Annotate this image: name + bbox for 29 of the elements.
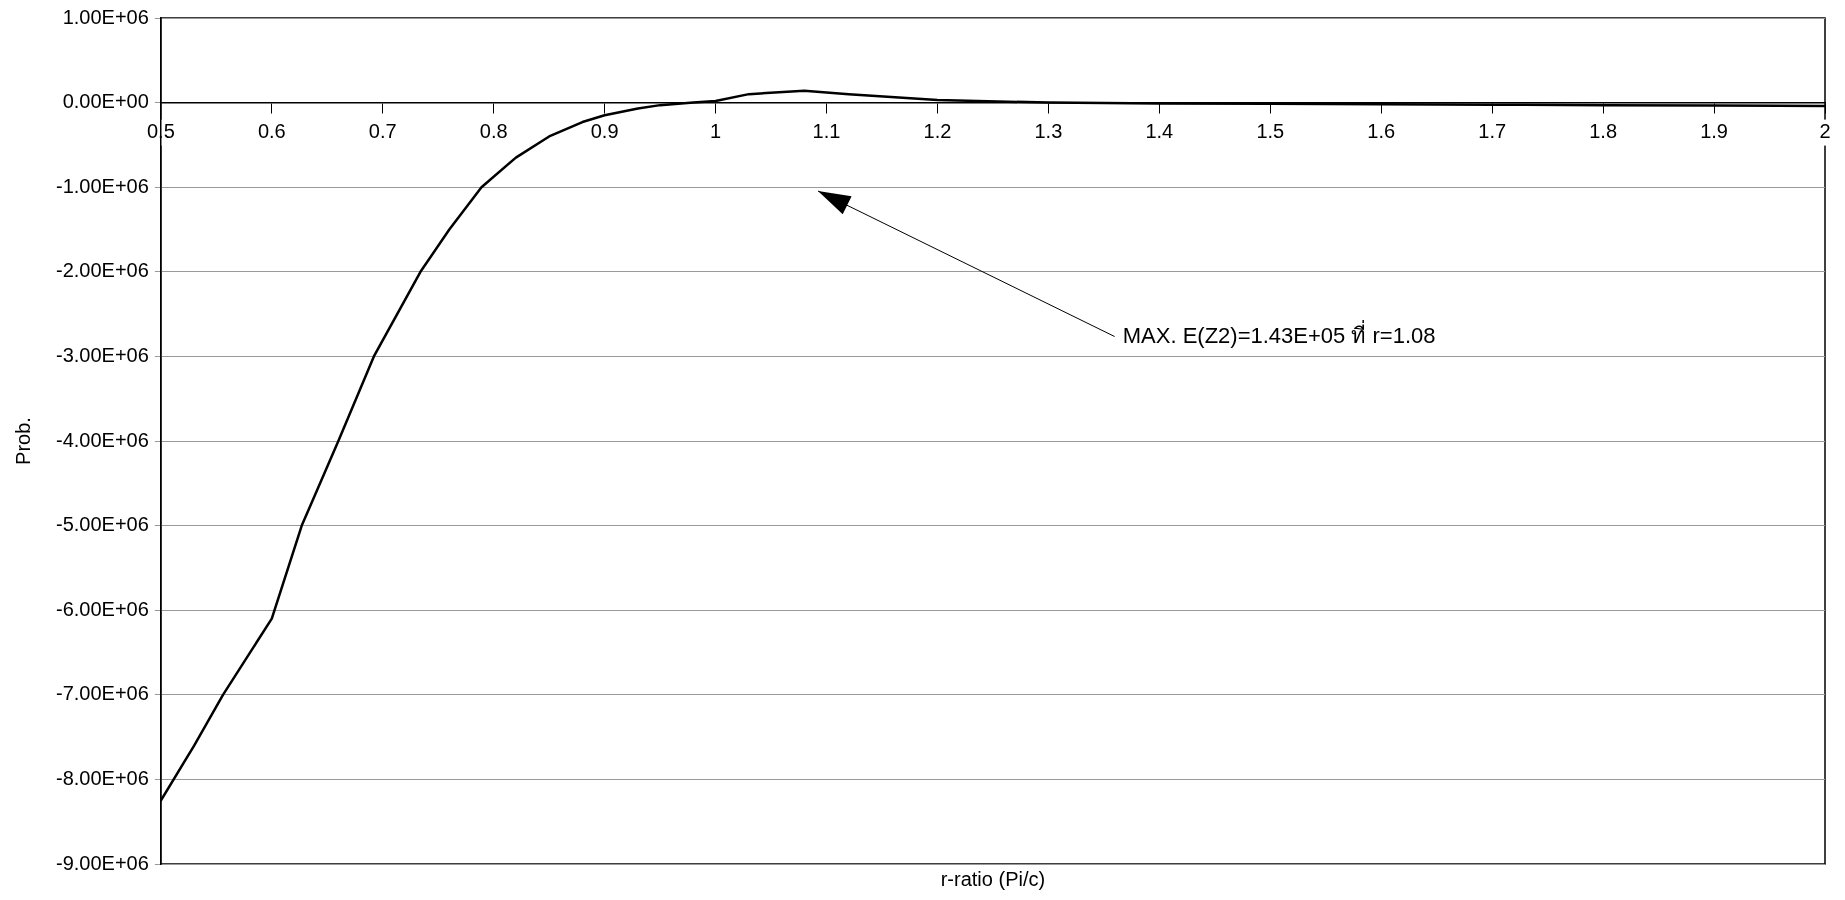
y-tick-label: -6.00E+06 — [55, 597, 149, 620]
y-tick-label: 0.00E+00 — [62, 90, 149, 113]
y-tick-label: -7.00E+06 — [55, 682, 149, 705]
y-tick-label: -3.00E+06 — [55, 343, 149, 366]
x-tick-label: 1.7 — [1478, 120, 1507, 143]
y-tick-label: -2.00E+06 — [55, 259, 149, 282]
y-tick-label: -1.00E+06 — [55, 174, 149, 197]
y-tick-label: -4.00E+06 — [55, 428, 149, 451]
x-tick-label: 1.4 — [1145, 120, 1174, 143]
x-tick-label: 0.6 — [257, 120, 286, 143]
x-tick-label: 1.8 — [1589, 120, 1618, 143]
y-tick-label: -5.00E+06 — [55, 513, 149, 536]
x-tick-label: 1.2 — [923, 120, 952, 143]
annotation: MAX. E(Z2)=1.43E+05 ที่ r=1.08 — [1122, 320, 1436, 348]
x-tick-label: 0.8 — [479, 120, 508, 143]
x-tick-label: 2 — [1819, 120, 1831, 143]
x-tick-label: 0.7 — [368, 120, 397, 143]
x-tick-label: 1.1 — [812, 120, 841, 143]
x-axis-title: r-ratio (Pi/c) — [940, 867, 1046, 890]
x-tick-label: 1.6 — [1367, 120, 1396, 143]
y-tick-label: -8.00E+06 — [55, 766, 149, 789]
x-tick-label: 1.9 — [1700, 120, 1728, 143]
y-tick-label: 1.00E+06 — [62, 5, 149, 28]
x-tick-label: 1.3 — [1034, 120, 1063, 143]
x-tick-label: 1 — [710, 120, 722, 143]
y-axis-title: Prob. — [11, 417, 34, 465]
x-tick-label: 1.5 — [1256, 120, 1285, 143]
y-tick-label: -9.00E+06 — [55, 851, 149, 874]
x-tick-label: 0.9 — [590, 120, 619, 143]
